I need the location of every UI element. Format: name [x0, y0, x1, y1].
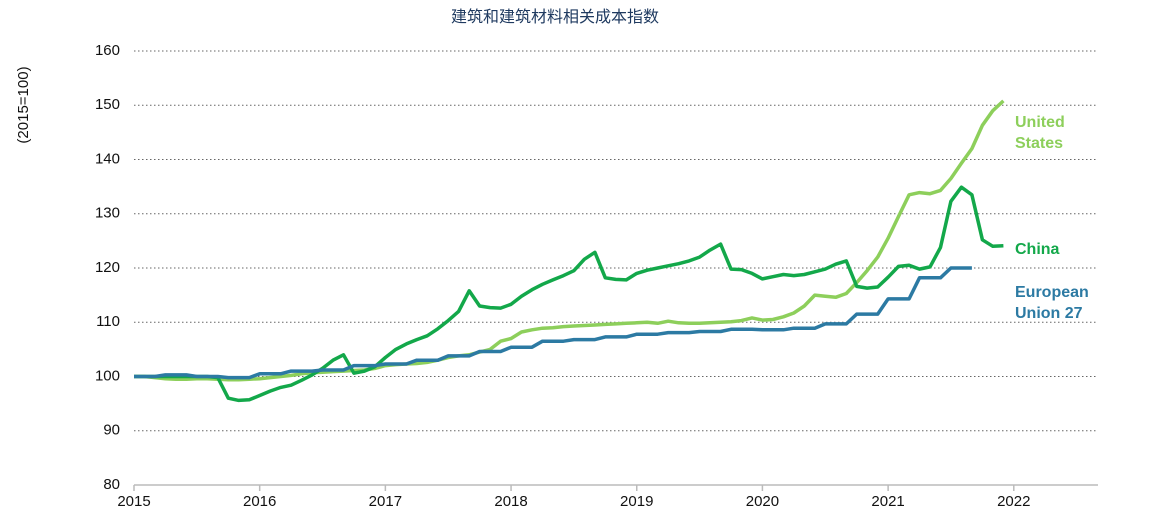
series-label: China: [1015, 241, 1060, 258]
y-tick-label: 100: [95, 367, 120, 384]
x-tick-label: 2020: [746, 493, 779, 510]
series-line: [134, 99, 1005, 382]
y-tick-label: 130: [95, 205, 120, 222]
x-tick-label: 2021: [871, 493, 904, 510]
y-tick-label: 140: [95, 150, 120, 167]
chart-title: 建筑和建筑材料相关成本指数: [451, 8, 659, 26]
x-tick-label: 2018: [494, 493, 527, 510]
y-tick-label: 110: [96, 313, 120, 330]
y-tick-label: 150: [95, 96, 120, 113]
x-tick-label: 2016: [243, 493, 276, 510]
y-tick-label: 120: [95, 259, 120, 276]
series-label: European Union 27: [1015, 284, 1089, 322]
x-tick-label: 2015: [117, 493, 150, 510]
x-tick-label: 2017: [369, 493, 402, 510]
y-axis-label: (2015=100): [15, 66, 32, 143]
series-line: [134, 266, 972, 380]
series-line: [134, 185, 1004, 403]
y-tick-label: 160: [95, 42, 120, 59]
series-label: United States: [1015, 114, 1065, 152]
x-tick-label: 2019: [620, 493, 653, 510]
y-tick-label: 80: [103, 476, 120, 493]
y-tick-label: 90: [103, 422, 120, 439]
x-tick-label: 2022: [997, 493, 1030, 510]
